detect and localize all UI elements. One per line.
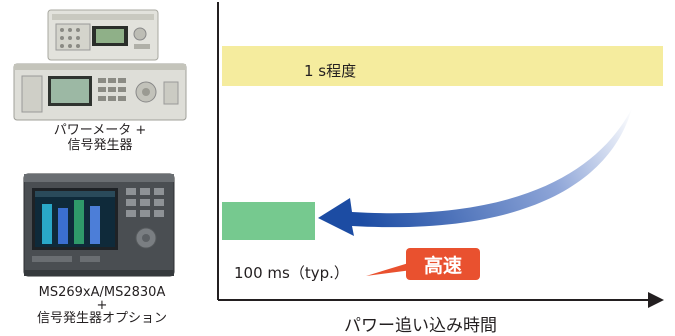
- bar-label-slow: 1 s程度: [304, 62, 357, 80]
- device-caption-line: 信号発生器オプション: [36, 311, 167, 326]
- speed-badge-label: 高速: [423, 255, 462, 277]
- annotation-pointer: [366, 262, 412, 276]
- device-caption-line: 信号発生器: [67, 138, 133, 153]
- device-caption-power-meter: パワーメータ + 信号発生器: [20, 123, 180, 153]
- bar-label-fast: 100 ms（typ.）: [234, 264, 349, 282]
- device-caption-line: パワーメータ +: [53, 123, 147, 138]
- device-caption-line: +: [96, 298, 108, 313]
- speed-arrow: [318, 108, 632, 236]
- speed-badge: [406, 248, 480, 280]
- signal-analyzer-icon: [23, 173, 175, 277]
- device-caption-line: MS269xA/MS2830A: [38, 285, 166, 300]
- power-meter-and-signal-generator-icon: [13, 9, 187, 121]
- x-axis-title: パワー追い込み時間: [344, 316, 497, 336]
- bar-ms269xa-ms2830a: [222, 202, 315, 240]
- x-axis-arrowhead: [648, 292, 664, 308]
- device-caption-signal-analyzer: MS269xA/MS2830A + 信号発生器オプション: [4, 285, 200, 326]
- bar-power-meter-signal-generator: [222, 46, 663, 86]
